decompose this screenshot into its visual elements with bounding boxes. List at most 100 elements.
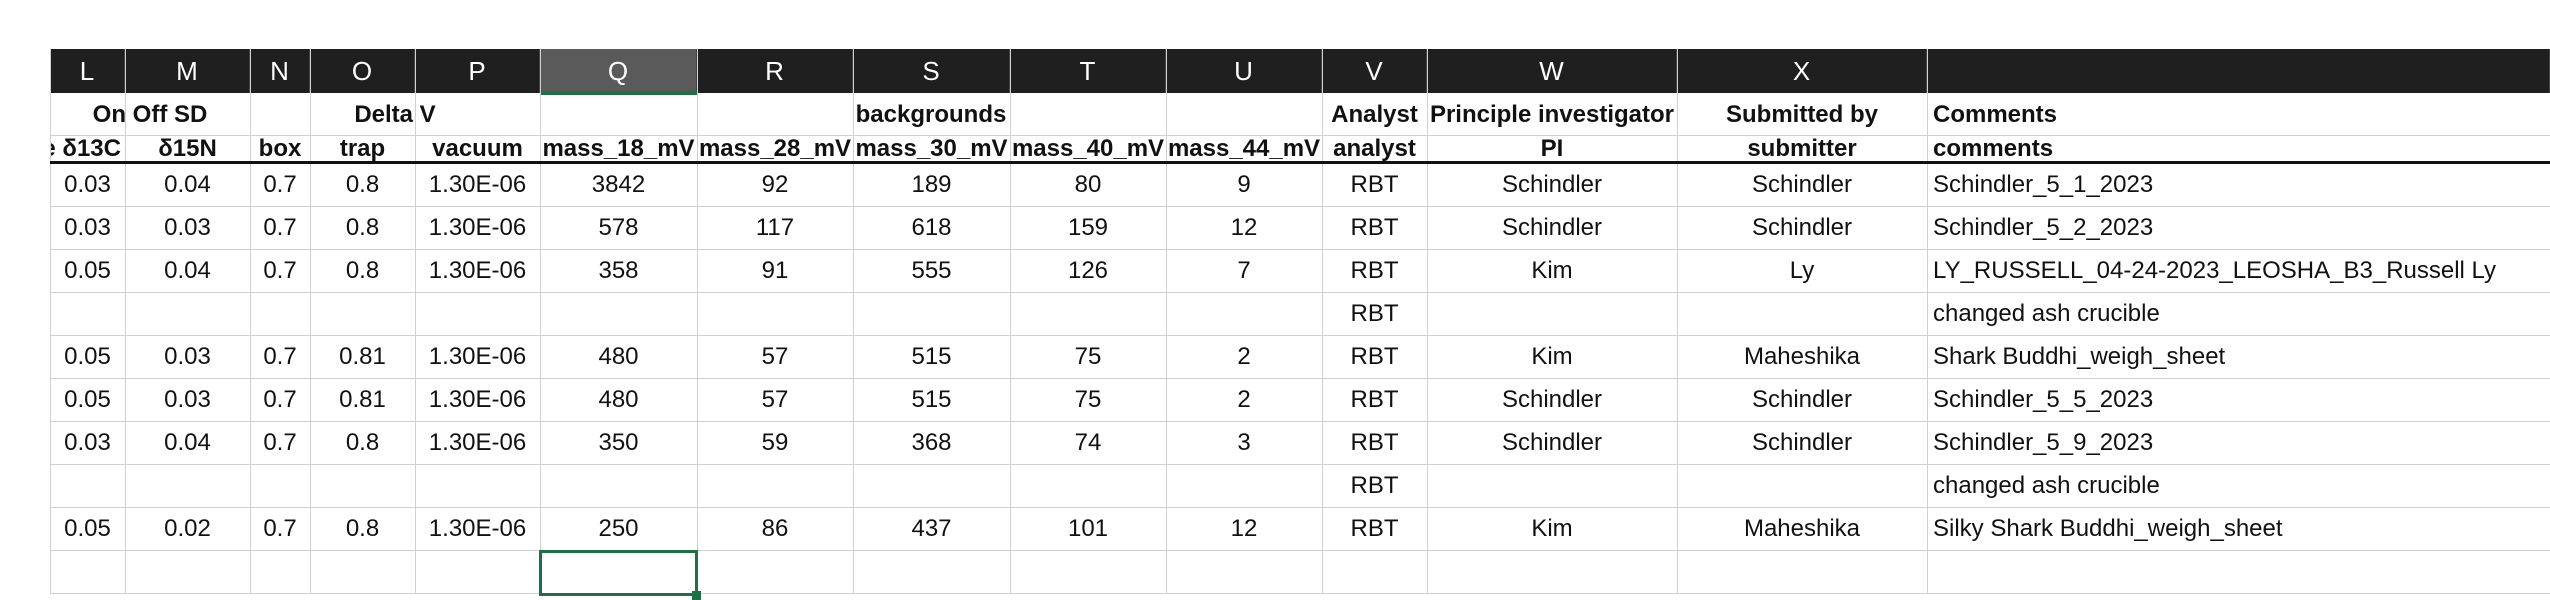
- table-cell[interactable]: [1427, 464, 1677, 507]
- table-cell[interactable]: 0.03: [164, 342, 211, 370]
- table-cell[interactable]: 92: [761, 170, 789, 198]
- table-cell[interactable]: Schindler_5_2_2023: [1933, 213, 2154, 241]
- table-cell[interactable]: 57: [761, 342, 789, 370]
- table-cell[interactable]: [1010, 292, 1166, 335]
- table-cell[interactable]: [415, 464, 540, 507]
- table-cell[interactable]: 12: [1230, 213, 1258, 241]
- table-cell[interactable]: 0.04: [164, 428, 211, 456]
- table-cell[interactable]: 480: [598, 342, 639, 370]
- table-cell[interactable]: 7: [1237, 256, 1251, 284]
- table-cell[interactable]: Schindler_5_5_2023: [1933, 385, 2154, 413]
- table-cell[interactable]: 437: [911, 514, 952, 542]
- table-cell[interactable]: 1.30E-06: [428, 213, 527, 241]
- table-cell[interactable]: 0.8: [345, 514, 380, 542]
- table-cell[interactable]: 1.30E-06: [428, 385, 527, 413]
- table-cell[interactable]: 515: [911, 342, 952, 370]
- table-cell[interactable]: 0.7: [263, 385, 297, 413]
- table-cell[interactable]: 2: [1237, 385, 1251, 413]
- table-cell[interactable]: RBT: [1350, 514, 1399, 542]
- table-cell[interactable]: 0.05: [64, 385, 111, 413]
- column-header-L[interactable]: L: [50, 49, 125, 93]
- group-header-principle-investigator[interactable]: Principle investigator: [1429, 101, 1675, 128]
- table-cell[interactable]: 515: [911, 385, 952, 413]
- table-cell[interactable]: Maheshika: [1743, 342, 1861, 370]
- table-cell[interactable]: [1677, 464, 1927, 507]
- active-cell-selection[interactable]: [539, 550, 698, 596]
- table-cell[interactable]: [1166, 464, 1322, 507]
- table-cell[interactable]: Schindler_5_1_2023: [1933, 170, 2154, 198]
- table-cell[interactable]: RBT: [1350, 342, 1399, 370]
- table-cell[interactable]: 126: [1067, 256, 1109, 284]
- table-cell[interactable]: 0.7: [263, 428, 297, 456]
- group-header-on-off-sd[interactable]: On Off SD: [92, 101, 208, 128]
- table-cell[interactable]: [125, 550, 250, 593]
- table-cell[interactable]: [853, 292, 1010, 335]
- table-cell[interactable]: [250, 292, 310, 335]
- table-cell[interactable]: changed ash crucible: [1933, 299, 2160, 327]
- table-cell[interactable]: [1010, 550, 1166, 593]
- table-cell[interactable]: 0.05: [64, 256, 111, 284]
- fill-handle[interactable]: [692, 591, 701, 600]
- column-header-N[interactable]: N: [250, 49, 310, 93]
- table-cell[interactable]: [1166, 292, 1322, 335]
- table-cell[interactable]: 75: [1074, 385, 1102, 413]
- table-cell[interactable]: 350: [598, 428, 639, 456]
- table-cell[interactable]: Schindler: [1501, 213, 1603, 241]
- table-cell[interactable]: 0.7: [263, 514, 297, 542]
- table-cell[interactable]: 555: [911, 256, 952, 284]
- table-cell[interactable]: [853, 550, 1010, 593]
- table-cell[interactable]: 74: [1074, 428, 1102, 456]
- table-cell[interactable]: 0.7: [263, 170, 297, 198]
- table-cell[interactable]: 0.8: [345, 256, 380, 284]
- field-header-2[interactable]: box: [258, 135, 302, 162]
- table-cell[interactable]: 1.30E-06: [428, 514, 527, 542]
- table-cell[interactable]: Kim: [1531, 256, 1573, 284]
- table-cell[interactable]: 1.30E-06: [428, 256, 527, 284]
- field-header-6[interactable]: mass_28_mV: [698, 135, 852, 162]
- table-cell[interactable]: [1166, 550, 1322, 593]
- table-cell[interactable]: 0.03: [164, 213, 211, 241]
- column-header-Q[interactable]: Q: [540, 49, 697, 93]
- table-cell[interactable]: 0.03: [64, 428, 111, 456]
- group-header-delta-v[interactable]: Delta V: [354, 101, 436, 128]
- table-cell[interactable]: Schindler: [1501, 428, 1603, 456]
- table-cell[interactable]: 2: [1237, 342, 1251, 370]
- table-cell[interactable]: 578: [598, 213, 639, 241]
- table-cell[interactable]: 57: [761, 385, 789, 413]
- field-header-3[interactable]: trap: [339, 135, 386, 162]
- table-cell[interactable]: [697, 464, 853, 507]
- field-header-0[interactable]: e δ13C: [50, 135, 121, 162]
- table-cell[interactable]: Schindler: [1751, 170, 1853, 198]
- table-cell[interactable]: 86: [761, 514, 789, 542]
- column-header-M[interactable]: M: [125, 49, 250, 93]
- table-cell[interactable]: 0.04: [164, 256, 211, 284]
- table-cell[interactable]: 117: [755, 213, 795, 241]
- table-cell[interactable]: changed ash crucible: [1933, 471, 2160, 499]
- table-cell[interactable]: Silky Shark Buddhi_weigh_sheet: [1933, 514, 2283, 542]
- table-cell[interactable]: [1427, 550, 1677, 593]
- field-header-12[interactable]: submitter: [1747, 135, 1857, 162]
- table-cell[interactable]: Ly: [1789, 256, 1815, 284]
- table-cell[interactable]: [310, 550, 415, 593]
- group-header-submitted-by[interactable]: Submitted by: [1725, 101, 1878, 128]
- table-cell[interactable]: [1677, 292, 1927, 335]
- table-cell[interactable]: 0.05: [64, 342, 111, 370]
- table-cell[interactable]: Maheshika: [1743, 514, 1861, 542]
- group-header-backgrounds[interactable]: backgrounds: [855, 101, 1007, 128]
- table-cell[interactable]: 0.03: [164, 385, 211, 413]
- table-cell[interactable]: 3842: [591, 170, 646, 198]
- table-cell[interactable]: [125, 464, 250, 507]
- table-cell[interactable]: Shark Buddhi_weigh_sheet: [1933, 342, 2226, 370]
- table-cell[interactable]: [50, 550, 125, 593]
- table-cell[interactable]: 0.8: [345, 428, 380, 456]
- field-header-5[interactable]: mass_18_mV: [542, 135, 695, 162]
- table-cell[interactable]: [125, 292, 250, 335]
- table-cell[interactable]: 1.30E-06: [428, 428, 527, 456]
- table-cell[interactable]: [1427, 292, 1677, 335]
- field-header-4[interactable]: vacuum: [432, 135, 523, 162]
- table-cell[interactable]: LY_RUSSELL_04-24-2023_LEOSHA_B3_Russell …: [1933, 256, 2497, 284]
- table-cell[interactable]: 0.7: [263, 342, 297, 370]
- table-cell[interactable]: [540, 464, 697, 507]
- table-cell[interactable]: RBT: [1350, 385, 1399, 413]
